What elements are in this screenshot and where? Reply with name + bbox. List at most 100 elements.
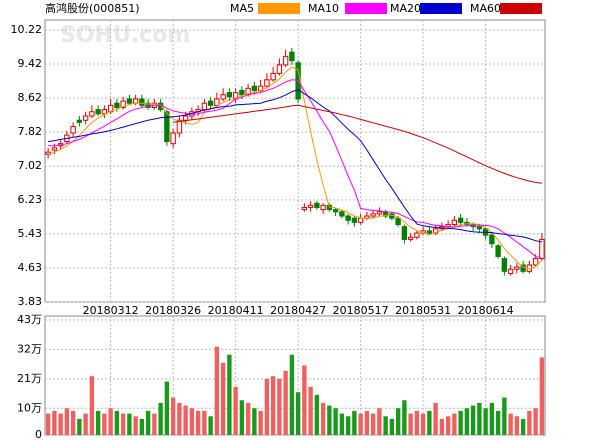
- volume-bar: [133, 416, 138, 435]
- volume-bar: [439, 418, 445, 435]
- candle-body: [289, 51, 295, 62]
- legend-label: MA60: [470, 2, 501, 15]
- candle-body: [164, 111, 170, 143]
- y-tick-label: 9.42: [18, 57, 43, 70]
- x-tick-label: 20180531: [395, 304, 451, 317]
- volume-bar: [64, 408, 70, 435]
- candle-body: [376, 211, 383, 215]
- watermark: SOHU.com: [60, 23, 190, 48]
- candle-body: [120, 100, 126, 108]
- y-tick-label: 5.43: [18, 227, 43, 240]
- candle-body: [251, 85, 258, 91]
- volume-bar: [283, 370, 288, 435]
- candle-body: [132, 98, 139, 104]
- candle-body: [339, 211, 345, 217]
- candle-body: [495, 245, 501, 257]
- candle-body: [95, 109, 101, 115]
- ma-line: [48, 79, 543, 259]
- volume-bar: [83, 413, 88, 435]
- volume-bar: [102, 413, 107, 435]
- volume-bar: [220, 362, 226, 435]
- volume-bar: [158, 402, 163, 435]
- volume-bar: [58, 413, 63, 435]
- x-tick-label: 20180517: [333, 304, 389, 317]
- y-tick-label: 10.22: [11, 23, 43, 36]
- volume-bar: [433, 402, 438, 435]
- y-tick-label: 3.83: [18, 295, 43, 308]
- candle-body: [320, 204, 326, 211]
- volume-bar: [177, 402, 182, 435]
- volume-bar: [533, 408, 538, 435]
- volume-bar: [114, 410, 120, 435]
- volume-bar: [414, 410, 420, 435]
- volume-bar: [139, 418, 145, 435]
- volume-bar: [189, 408, 195, 435]
- volume-bar: [195, 410, 201, 435]
- y-tick-label: 43万: [17, 313, 42, 326]
- candle-body: [507, 268, 514, 274]
- candle-body: [182, 115, 189, 121]
- volume-bar: [402, 400, 407, 435]
- volume-bar: [470, 405, 476, 435]
- candle-body: [414, 232, 420, 238]
- candle-body: [307, 204, 314, 209]
- candle-body: [401, 226, 408, 240]
- volume-bar: [252, 408, 257, 435]
- volume-bar: [314, 394, 320, 435]
- candle-body: [276, 64, 283, 74]
- volume-bar: [302, 365, 307, 435]
- volume-bar: [45, 413, 51, 435]
- candle-body: [89, 111, 95, 117]
- candle-body: [501, 258, 508, 272]
- volume-bar: [527, 410, 532, 435]
- volume-bar: [370, 413, 376, 435]
- volume-bar: [420, 413, 426, 435]
- volume-bar: [245, 402, 251, 435]
- volume-bar: [427, 410, 432, 435]
- y-tick-label: 7.02: [18, 159, 43, 172]
- volume-bar: [489, 402, 495, 435]
- y-tick-label: 10万: [17, 401, 42, 414]
- y-tick-label: 32万: [17, 342, 42, 355]
- volume-bar: [395, 408, 401, 435]
- volume-bar: [145, 410, 151, 435]
- plot-frame: [44, 19, 546, 303]
- volume-bar: [239, 400, 245, 435]
- volume-bar: [170, 397, 176, 435]
- candle-body: [220, 94, 226, 100]
- y-tick-label: 21万: [17, 372, 42, 385]
- legend-label: MA20: [390, 2, 421, 15]
- volume-bar: [508, 413, 513, 435]
- ma-line: [173, 104, 542, 184]
- candle-body: [114, 102, 120, 108]
- candle-body: [351, 217, 358, 223]
- volume-bar: [389, 418, 395, 435]
- candle-body: [239, 89, 245, 96]
- legend-swatch: [500, 3, 542, 14]
- ma-line: [47, 66, 543, 270]
- candle-body: [476, 226, 483, 230]
- volume-bar: [258, 410, 263, 435]
- candle-body: [539, 238, 545, 260]
- volume-bar: [89, 376, 95, 435]
- volume-bar: [108, 408, 113, 435]
- volume-bar: [458, 410, 463, 435]
- candle-body: [226, 92, 233, 98]
- candle-body: [176, 119, 183, 134]
- candle-body: [514, 266, 520, 270]
- volume-bar: [164, 381, 170, 435]
- candle-body: [426, 230, 433, 234]
- plot-frame: [44, 315, 546, 436]
- volume-bar: [70, 410, 76, 435]
- candle-body: [207, 100, 214, 106]
- volume-bar: [345, 416, 351, 435]
- volume-bar: [308, 386, 313, 435]
- candle-body: [532, 258, 539, 266]
- candle-body: [332, 209, 339, 213]
- y-tick-label: 8.62: [18, 91, 43, 104]
- volume-bar: [95, 410, 101, 435]
- volume-bar: [202, 410, 207, 435]
- legend-swatch: [345, 3, 387, 14]
- volume-bar: [483, 408, 488, 435]
- candle-body: [357, 217, 364, 223]
